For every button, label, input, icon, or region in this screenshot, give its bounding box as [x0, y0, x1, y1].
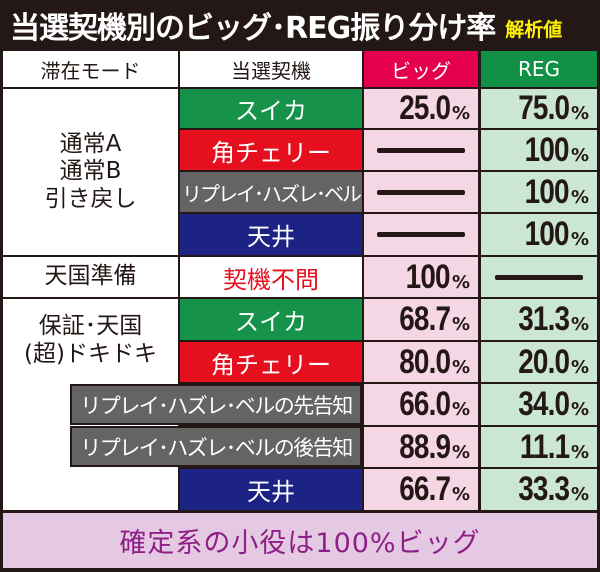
percent-sign: %: [451, 314, 470, 335]
reg-rate-cell: 100%: [481, 130, 597, 170]
trigger-replay-hazure-bell: リプレイ･ハズレ･ベル: [180, 172, 362, 212]
header-mode: 滞在モード: [3, 51, 178, 87]
mode-label: 通常A: [59, 130, 122, 157]
big-rate: 66.0: [398, 385, 451, 423]
percent-sign: %: [570, 229, 589, 250]
header-big: ビッグ: [364, 51, 478, 87]
percent-sign: %: [570, 186, 589, 208]
mode-label: 引き戻し: [44, 185, 137, 212]
trigger-replay-post-notice: リプレイ･ハズレ･ベルの後告知: [70, 426, 362, 467]
trigger-suika: スイカ: [180, 89, 362, 128]
mode-cell-normal: 通常A 通常B 引き戻し: [3, 89, 178, 255]
percent-sign: %: [570, 441, 589, 463]
dash-none: [377, 147, 465, 153]
footer-note: 確定系の小役は100%ビッグ: [3, 513, 597, 568]
big-rate-cell: 100%: [364, 257, 478, 297]
big-rate-cell: 68.7%: [364, 299, 478, 340]
mode-cell-hosho-tengoku: 保証･天国 (超)ドキドキ: [3, 299, 178, 382]
trigger-suika: スイカ: [180, 299, 362, 340]
big-rate: 25.0: [398, 89, 451, 127]
reg-rate-cell: [481, 257, 597, 297]
big-rate: 68.7: [398, 300, 451, 338]
percent-sign: %: [451, 399, 470, 420]
trigger-any: 契機不問: [180, 257, 362, 297]
mode-label: 天国準備: [44, 263, 137, 290]
trigger-cherry: 角チェリー: [180, 342, 362, 382]
reg-rate: 34.0: [517, 385, 570, 423]
reg-rate: 20.0: [517, 342, 570, 381]
percent-sign: %: [451, 356, 470, 378]
reg-rate: 100: [524, 130, 570, 169]
mode-cell-tengoku-junbi: 天国準備: [3, 257, 178, 297]
header-reg: REG: [481, 51, 597, 87]
big-rate-cell: 66.0%: [364, 384, 478, 425]
percent-sign: %: [451, 441, 470, 463]
header-trigger: 当選契機: [180, 51, 362, 87]
big-rate-cell: 25.0%: [364, 89, 478, 128]
reg-rate: 33.3: [517, 470, 570, 508]
reg-rate: 75.0: [517, 89, 570, 127]
reg-rate-cell: 100%: [481, 172, 597, 212]
reg-rate: 100: [524, 215, 570, 253]
percent-sign: %: [570, 144, 589, 166]
percent-sign: %: [570, 356, 589, 378]
dash-none: [495, 274, 583, 280]
big-rate-cell: 88.9%: [364, 427, 478, 467]
page-subtitle: 解析値: [505, 18, 563, 41]
trigger-tenjo: 天井: [180, 469, 362, 510]
reg-rate: 31.3: [517, 300, 570, 338]
reg-rate-cell: 11.1%: [481, 427, 597, 467]
dash-none: [377, 232, 465, 237]
dash-none: [377, 189, 465, 195]
big-rate: 88.9: [398, 427, 451, 466]
reg-rate-cell: 20.0%: [481, 342, 597, 382]
big-rate: 80.0: [398, 342, 451, 381]
percent-sign: %: [570, 399, 589, 420]
reg-rate-cell: 31.3%: [481, 299, 597, 340]
trigger-replay-pre-notice: リプレイ･ハズレ･ベルの先告知: [70, 384, 362, 425]
big-rate: 100: [405, 257, 451, 296]
percent-sign: %: [451, 484, 470, 505]
percent-sign: %: [570, 484, 589, 505]
percent-sign: %: [570, 103, 589, 124]
big-rate-cell: [364, 172, 478, 212]
reg-rate: 11.1: [519, 427, 569, 466]
reg-rate-cell: 34.0%: [481, 384, 597, 425]
big-rate-cell: 66.7%: [364, 469, 478, 510]
page-title: 当選契機別のビッグ･REG振り分け率: [10, 11, 496, 46]
trigger-tenjo: 天井: [180, 214, 362, 255]
mode-label: 保証･天国: [38, 312, 143, 339]
percent-sign: %: [570, 314, 589, 335]
title-bar: 当選契機別のビッグ･REG振り分け率 解析値: [0, 0, 600, 50]
big-rate-cell: [364, 214, 478, 255]
percent-sign: %: [451, 271, 470, 293]
reg-rate-cell: 75.0%: [481, 89, 597, 128]
mode-label: (超)ドキドキ: [24, 340, 157, 367]
big-rate-cell: [364, 130, 478, 170]
trigger-cherry: 角チェリー: [180, 130, 362, 170]
reg-rate: 100: [524, 172, 570, 211]
reg-rate-cell: 100%: [481, 214, 597, 255]
percent-sign: %: [451, 103, 470, 124]
big-rate-cell: 80.0%: [364, 342, 478, 382]
mode-label: 通常B: [59, 158, 122, 185]
reg-rate-cell: 33.3%: [481, 469, 597, 510]
big-rate: 66.7: [398, 470, 451, 508]
